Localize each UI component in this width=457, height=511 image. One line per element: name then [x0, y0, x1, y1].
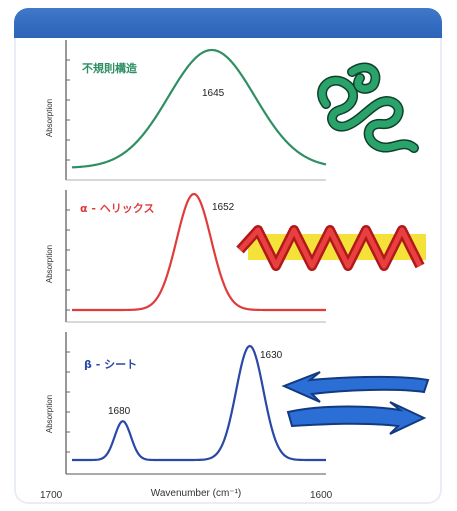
peak-label: 1645 [202, 88, 225, 99]
panel-alpha-helix: Absorption α - ヘリックス 1652 [45, 190, 426, 323]
spectrum-line-alpha-helix [72, 192, 326, 312]
beta-sheet-icon [281, 371, 430, 435]
peak-label: 1652 [212, 202, 235, 213]
panel-label: 不規則構造 [82, 61, 138, 75]
y-axis-title: Absorption [45, 99, 54, 137]
y-ticks [66, 351, 70, 453]
y-ticks [66, 209, 70, 311]
panel-beta-sheet: Absorption β - シート 1680 1630 [45, 332, 430, 475]
figure-card: Absorption 不規則構造 1645 [14, 8, 442, 504]
header-bar [14, 8, 442, 38]
panel-label: α - ヘリックス [80, 202, 154, 215]
alpha-helix-icon [236, 225, 426, 271]
x-tick-left: 1700 [40, 490, 63, 501]
spectra-figure: Absorption 不規則構造 1645 [40, 40, 430, 501]
peak-label-1630: 1630 [260, 350, 283, 361]
y-ticks [66, 59, 70, 161]
peak-label-1680: 1680 [108, 406, 131, 417]
spectrum-line-random-coil [71, 48, 327, 169]
x-axis-title: Wavenumber (cm⁻¹) [151, 488, 241, 499]
panel-random-coil: Absorption 不規則構造 1645 [45, 40, 419, 181]
y-axis-title: Absorption [45, 395, 54, 433]
x-tick-right: 1600 [310, 490, 333, 501]
spectrum-line-beta-sheet [72, 344, 326, 462]
panel-label: β - シート [84, 358, 137, 371]
random-coil-icon [317, 62, 419, 153]
y-axis-title: Absorption [45, 245, 54, 283]
